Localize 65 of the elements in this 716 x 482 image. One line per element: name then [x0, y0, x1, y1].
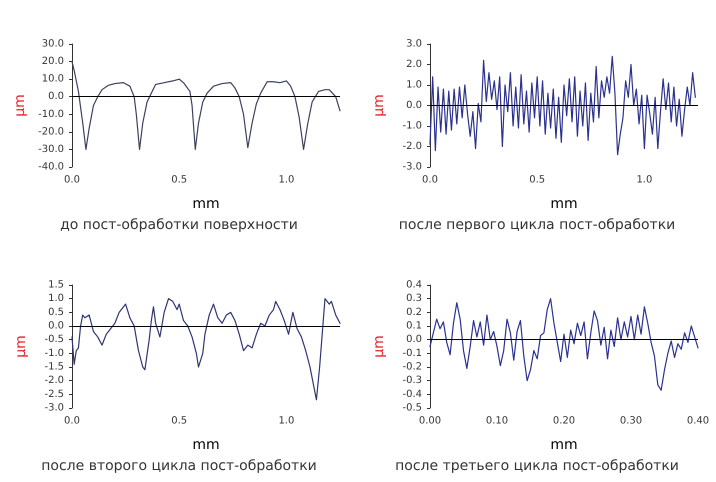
y-tick-label: 0.5 — [48, 306, 64, 318]
y-tick-label: -10.0 — [38, 108, 64, 120]
y-tick-label: -1.0 — [44, 348, 64, 359]
x-tick-label: 0.0 — [422, 174, 438, 186]
y-tick-label: 0.0 — [48, 91, 64, 102]
x-axis-title: mm — [192, 196, 220, 212]
line-series — [71, 298, 341, 400]
y-tick-label: 0.4 — [406, 280, 422, 290]
x-axis-title: mm — [550, 196, 578, 212]
x-tick-label: 0.30 — [620, 416, 642, 426]
y-tick-label: -0.5 — [402, 402, 422, 414]
text: после второго цикла пост-обработки — [41, 458, 317, 474]
y-tick-label: -0.5 — [44, 334, 64, 346]
text: после первого цикла пост-обработки — [398, 217, 676, 233]
y-tick-label: -0.4 — [402, 388, 422, 400]
x-tick-label: 0.10 — [486, 416, 508, 426]
x-axis-title: mm — [192, 437, 220, 453]
text: до пост-обработки поверхности — [60, 217, 298, 233]
x-tick-label: 1.0 — [636, 174, 652, 186]
text: после третьего цикла пост-обработки — [395, 458, 679, 474]
y-tick-label: 2.0 — [406, 59, 422, 70]
line-series — [71, 60, 341, 150]
y-tick-label: -20.0 — [38, 126, 64, 138]
line-series — [429, 56, 696, 156]
x-tick-label: 0.20 — [552, 416, 576, 426]
x-axis-title: mm — [550, 437, 578, 453]
y-axis-title: µm — [12, 94, 28, 117]
y-axis-title: µm — [13, 335, 29, 358]
x-tick-label: 0.00 — [418, 416, 442, 426]
y-tick-label: -0.2 — [402, 362, 422, 372]
y-tick-label: -1.5 — [44, 362, 64, 372]
y-tick-label: 0.2 — [406, 306, 422, 318]
line-series — [429, 298, 699, 391]
y-axis-title: µm — [371, 335, 387, 358]
x-tick-label: 0.5 — [529, 174, 546, 186]
y-tick-label: -2.0 — [44, 375, 64, 386]
x-tick-label: 1.0 — [278, 416, 294, 426]
y-tick-label: -40.0 — [38, 162, 64, 172]
y-tick-label: -2.0 — [402, 141, 422, 152]
y-tick-label: -0.3 — [402, 375, 422, 386]
y-axis-title: µm — [371, 94, 387, 117]
y-tick-label: 1.0 — [48, 293, 64, 304]
x-tick-label: 0.40 — [686, 416, 710, 426]
x-tick-label: 0.5 — [171, 416, 188, 426]
y-tick-label: -30.0 — [38, 144, 64, 155]
y-tick-label: 0.0 — [406, 100, 422, 111]
y-tick-label: -0.1 — [402, 348, 422, 359]
x-tick-label: 0.5 — [171, 174, 188, 186]
y-tick-label: -3.0 — [402, 162, 422, 172]
y-tick-label: 3.0 — [406, 38, 422, 50]
y-tick-label: -1.0 — [402, 120, 422, 132]
x-tick-label: 1.0 — [278, 174, 294, 186]
y-tick-label: 30.0 — [42, 38, 64, 50]
x-tick-label: 0.0 — [64, 174, 80, 186]
y-tick-label: 0.1 — [406, 320, 422, 332]
y-tick-label: 0.3 — [406, 293, 422, 304]
y-tick-label: -2.5 — [44, 388, 64, 400]
y-tick-label: 1.0 — [406, 80, 422, 90]
y-tick-label: 10.0 — [42, 74, 64, 85]
y-tick-label: 20.0 — [42, 56, 64, 68]
y-tick-label: 0.0 — [48, 320, 64, 332]
y-tick-label: -3.0 — [44, 402, 64, 414]
y-tick-label: 0.0 — [406, 334, 422, 346]
x-tick-label: 0.0 — [64, 416, 80, 426]
y-tick-label: 1.5 — [48, 280, 64, 290]
